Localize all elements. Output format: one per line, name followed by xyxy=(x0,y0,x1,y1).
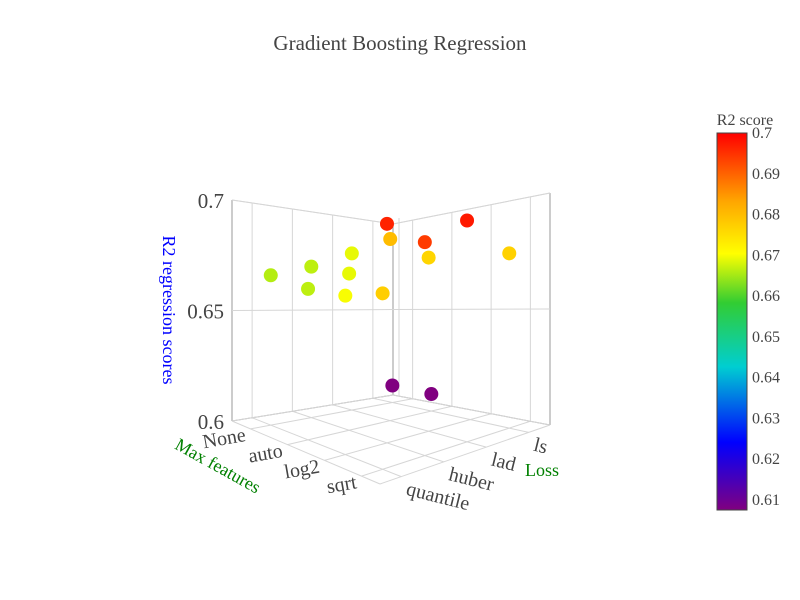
z-grid-line xyxy=(392,308,551,310)
floor-grid-line xyxy=(361,420,531,477)
data-point xyxy=(421,250,436,265)
grid-lines xyxy=(231,192,551,485)
colorbar-tick-label: 0.63 xyxy=(752,410,780,427)
data-point xyxy=(301,281,316,296)
data-point xyxy=(375,286,390,301)
floor-grid-line xyxy=(372,397,529,433)
colorbar-tick-label: 0.65 xyxy=(752,329,780,346)
colorbar-gradient xyxy=(716,132,748,511)
data-point xyxy=(385,378,400,393)
data-point xyxy=(417,235,432,250)
z-axis-ticks: 0.6 0.65 0.7 xyxy=(187,189,224,434)
data-point xyxy=(263,268,278,283)
z-axis-title: R2 regression scores xyxy=(159,236,179,385)
floor-edge xyxy=(231,420,381,485)
data-point xyxy=(460,213,475,228)
y-axis-title: Loss xyxy=(525,460,559,480)
z-grid-line xyxy=(392,192,551,225)
floor-grid-line xyxy=(324,413,492,461)
floor-grid-line xyxy=(250,398,413,430)
y-tick-label: ls xyxy=(532,434,550,459)
z-tick-label: 0.65 xyxy=(187,300,224,324)
colorbar-title: R2 score xyxy=(717,112,773,129)
data-point xyxy=(424,387,439,402)
colorbar: R2 score 0.610.620.630.640.650.660.670.6… xyxy=(716,112,780,511)
chart-title: Gradient Boosting Regression xyxy=(273,31,527,55)
colorbar-tick-label: 0.7 xyxy=(752,125,772,142)
z-grid-line xyxy=(231,394,394,422)
z-tick-label: 0.6 xyxy=(198,410,224,434)
colorbar-tick-label: 0.68 xyxy=(752,207,780,224)
z-tick-label: 0.7 xyxy=(198,189,224,213)
z-grid-line xyxy=(231,309,394,311)
data-points xyxy=(263,213,517,402)
data-point xyxy=(342,266,357,281)
floor-grid-line xyxy=(251,417,402,478)
floor-edge xyxy=(379,424,551,485)
z-grid-line xyxy=(231,199,394,225)
z-grid-line xyxy=(392,394,551,426)
colorbar-tick-label: 0.61 xyxy=(752,492,780,509)
data-point xyxy=(344,246,359,261)
colorbar-tick-label: 0.69 xyxy=(752,166,780,183)
y-tick-label: lad xyxy=(489,449,518,476)
x-tick-label: log2 xyxy=(283,456,322,484)
floor-grid-line xyxy=(292,410,444,463)
colorbar-ticks: 0.61 0.62 0.63 0.64 0.65 0.66 0.67 0.68 0.69 0.7 xyxy=(752,125,780,509)
data-point xyxy=(383,232,398,247)
floor-grid-line xyxy=(287,405,452,446)
colorbar-tick-label: 0.66 xyxy=(752,288,780,305)
data-point xyxy=(379,216,394,231)
colorbar-tick-label: 0.62 xyxy=(752,451,780,468)
data-point xyxy=(338,288,353,303)
x-tick-label: auto xyxy=(247,440,285,468)
data-point xyxy=(304,259,319,274)
x-tick-label: sqrt xyxy=(325,471,359,498)
colorbar-tick-label: 0.64 xyxy=(752,370,780,387)
data-point xyxy=(502,246,517,261)
colorbar-tick-label: 0.67 xyxy=(752,247,780,264)
floor-grid-line xyxy=(332,404,487,448)
